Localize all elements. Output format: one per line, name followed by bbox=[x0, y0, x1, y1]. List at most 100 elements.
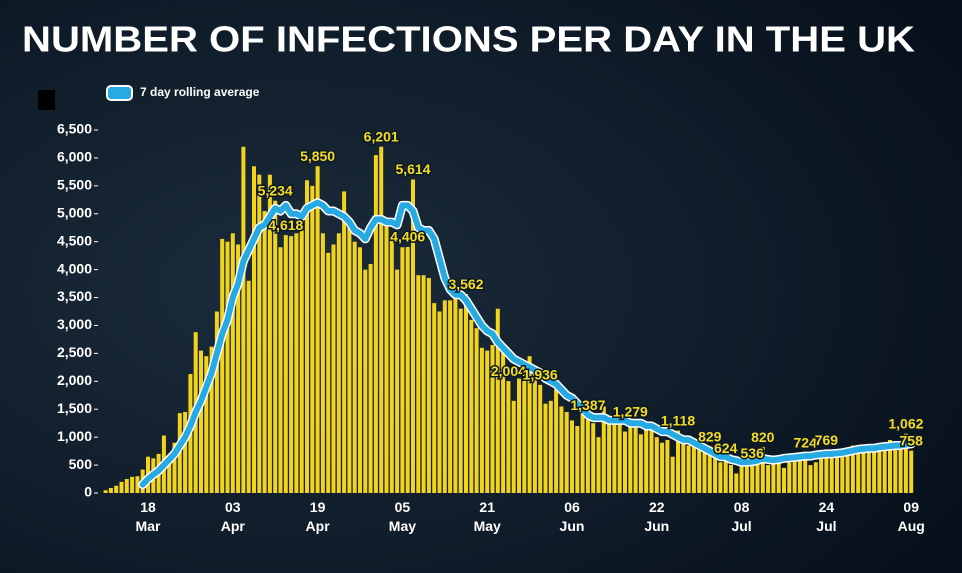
rolling-average-line bbox=[139, 199, 915, 488]
bar bbox=[437, 311, 442, 493]
bar bbox=[522, 364, 527, 493]
bar bbox=[326, 252, 331, 493]
bar bbox=[167, 455, 172, 493]
bar bbox=[368, 264, 373, 493]
bar bbox=[681, 439, 686, 493]
bar bbox=[315, 166, 320, 494]
bar bbox=[829, 456, 834, 493]
bar bbox=[130, 476, 135, 493]
bar bbox=[442, 300, 447, 493]
bar bbox=[432, 303, 437, 493]
bar bbox=[517, 378, 521, 493]
x-tick-label: 21 May bbox=[474, 499, 501, 534]
bar bbox=[395, 269, 400, 493]
bar bbox=[495, 308, 500, 493]
bar bbox=[114, 485, 119, 493]
bar bbox=[877, 445, 882, 493]
bar bbox=[713, 456, 718, 493]
bar bbox=[601, 406, 606, 493]
bar bbox=[866, 451, 871, 493]
bar bbox=[262, 210, 267, 493]
y-tick-label: 3,000 bbox=[57, 316, 92, 332]
bar bbox=[225, 241, 230, 493]
legend-label: 7 day rolling average bbox=[140, 85, 260, 99]
bar bbox=[909, 450, 914, 493]
bar bbox=[633, 425, 638, 493]
bar bbox=[766, 465, 771, 493]
bar bbox=[850, 445, 855, 493]
bar bbox=[214, 311, 219, 493]
bar bbox=[654, 437, 659, 493]
bar bbox=[458, 308, 463, 493]
value-label: 2,004 bbox=[491, 363, 526, 379]
bar bbox=[665, 439, 670, 493]
bar bbox=[257, 174, 262, 493]
bar bbox=[108, 487, 113, 493]
bar bbox=[570, 420, 574, 493]
value-label: 5,614 bbox=[395, 161, 430, 177]
bar bbox=[888, 439, 892, 493]
x-tick-label: 18 Mar bbox=[136, 499, 161, 534]
y-tick-label: 2,000 bbox=[57, 372, 92, 388]
bar bbox=[527, 356, 532, 493]
bar bbox=[623, 431, 627, 493]
bar bbox=[644, 425, 649, 493]
bar bbox=[670, 456, 675, 493]
value-label: 5,850 bbox=[300, 148, 335, 164]
value-label: 758 bbox=[900, 432, 924, 448]
value-label: 769 bbox=[815, 432, 839, 448]
bar bbox=[532, 367, 537, 493]
bar bbox=[861, 445, 866, 493]
value-label: 5,234 bbox=[258, 182, 293, 198]
bar bbox=[384, 222, 389, 493]
bar bbox=[485, 350, 490, 493]
bar bbox=[103, 490, 108, 493]
y-tick-label: 4,500 bbox=[57, 232, 92, 248]
bar bbox=[585, 415, 590, 493]
bar bbox=[389, 238, 394, 493]
bar bbox=[426, 277, 431, 493]
bar bbox=[331, 244, 336, 493]
bar bbox=[474, 328, 479, 493]
bar bbox=[776, 459, 781, 493]
bar bbox=[548, 400, 553, 493]
value-label: 1,279 bbox=[613, 403, 648, 419]
bar bbox=[845, 451, 850, 493]
x-tick-label: 09 Aug bbox=[898, 499, 925, 534]
bar bbox=[469, 319, 474, 493]
bar bbox=[209, 346, 214, 493]
y-tick-label: 5,000 bbox=[57, 204, 92, 220]
bar bbox=[479, 347, 484, 493]
value-label: 1,062 bbox=[888, 415, 923, 431]
bar bbox=[310, 185, 315, 493]
bar bbox=[490, 345, 495, 493]
bar bbox=[813, 462, 818, 493]
bar bbox=[236, 244, 241, 493]
bar bbox=[649, 423, 654, 493]
bar bbox=[729, 465, 733, 493]
bar bbox=[289, 236, 294, 493]
value-label: 536 bbox=[741, 445, 765, 461]
bar bbox=[702, 451, 707, 493]
y-tick-label: 500 bbox=[69, 456, 93, 472]
bar bbox=[230, 233, 235, 494]
y-tick-label: 3,500 bbox=[57, 288, 92, 304]
bar bbox=[538, 384, 543, 493]
legend-swatch bbox=[106, 85, 133, 101]
bar bbox=[506, 381, 511, 493]
bar bbox=[596, 437, 601, 493]
bar bbox=[246, 280, 251, 493]
bar bbox=[320, 233, 325, 494]
bar bbox=[686, 445, 691, 493]
bar bbox=[342, 191, 347, 493]
bar bbox=[803, 452, 808, 493]
bar bbox=[283, 235, 288, 493]
x-tick-label: 05 May bbox=[389, 499, 416, 534]
bar bbox=[792, 456, 797, 493]
bar bbox=[797, 453, 802, 493]
value-label: 820 bbox=[751, 429, 775, 445]
bar bbox=[676, 430, 680, 493]
bar bbox=[411, 179, 415, 494]
bar bbox=[580, 403, 585, 493]
bar bbox=[347, 222, 352, 493]
